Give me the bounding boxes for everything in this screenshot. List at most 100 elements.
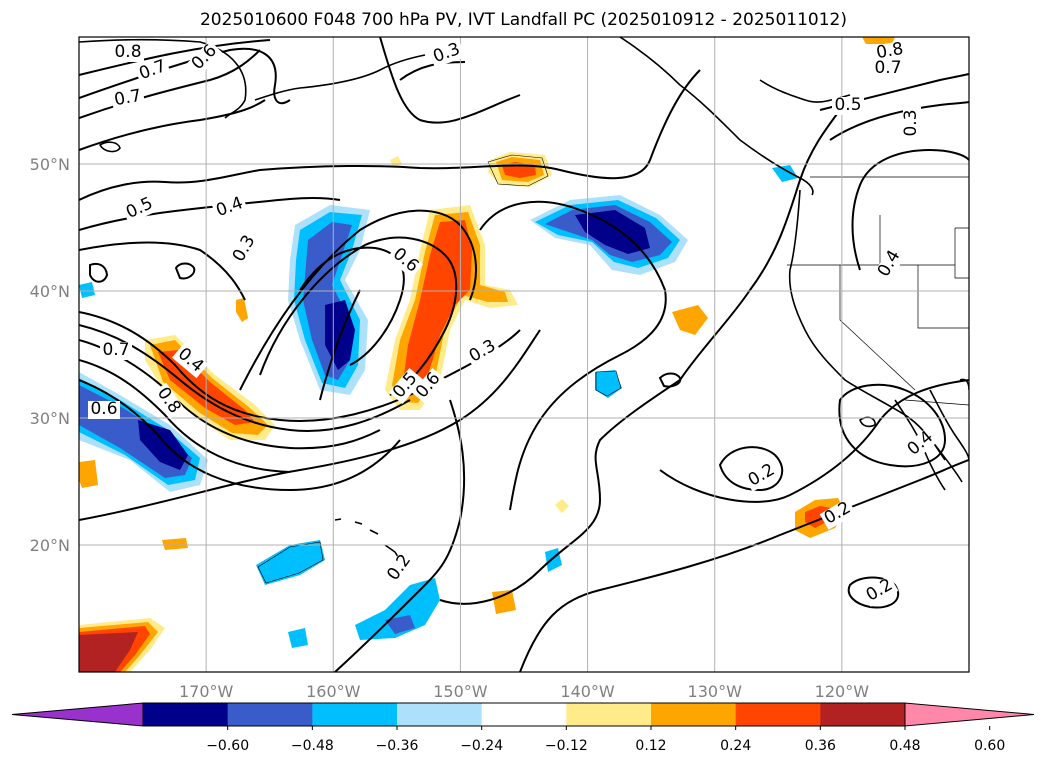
- positive-anomaly-region: [162, 538, 188, 550]
- latitude-labels: 20°N 30°N 40°N 50°N: [30, 155, 70, 555]
- contour-label-background: [861, 575, 899, 607]
- alaska-coast: [79, 38, 426, 119]
- state-border: [839, 265, 916, 391]
- colorbar-tick-label: 0.36: [805, 738, 836, 754]
- coastlines: [79, 37, 969, 561]
- contour-line: [79, 241, 246, 301]
- colorbar-swatch: [735, 703, 821, 726]
- positive-anomaly-region: [402, 220, 472, 395]
- anomaly-outlines: [257, 154, 622, 584]
- negative-anomaly-region: [79, 282, 95, 298]
- colorbar-tick-label: 0.12: [635, 738, 666, 754]
- state-border: [954, 227, 969, 279]
- contour-line: [519, 459, 969, 672]
- contour-line: [718, 446, 784, 492]
- positive-anomaly-region: [236, 298, 248, 322]
- positive-anomaly-region: [79, 632, 138, 672]
- map-frame: [78, 36, 970, 673]
- negative-anomaly-region: [772, 165, 798, 182]
- contour-label-background: [743, 460, 781, 492]
- contour-line: [79, 39, 271, 76]
- contour-label-background: [110, 87, 146, 111]
- colorbar-frame: [142, 702, 906, 727]
- contour-label-background: [229, 230, 261, 268]
- contour-label-background: [903, 107, 921, 139]
- longitude-tick-label: 140°W: [560, 682, 615, 701]
- contour-line: [239, 209, 477, 391]
- colorbar-tick-label: 0.24: [720, 738, 751, 754]
- contour-label-background: [171, 343, 209, 379]
- colorbar-extend-high: [904, 702, 1035, 727]
- contour-label-background: [464, 336, 502, 368]
- contour-line: [259, 236, 458, 396]
- chart-title: 2025010600 F048 700 hPa PV, IVT Landfall…: [199, 10, 847, 30]
- contour-label-background: [411, 367, 447, 405]
- contour-label: 0.8: [114, 42, 141, 62]
- contour-label-background: [151, 382, 185, 420]
- colorbar-swatch: [312, 703, 398, 726]
- latitude-tick-label: 30°N: [30, 409, 70, 428]
- contour-line: [829, 101, 969, 141]
- contour-line: [479, 200, 667, 511]
- colorbar-tick-label: −0.60: [206, 738, 249, 754]
- contour-label: 0.5: [834, 95, 861, 115]
- contour-line: [79, 329, 541, 521]
- gridlines: [79, 37, 969, 672]
- contour-line: [838, 383, 947, 468]
- negative-anomaly-region: [385, 615, 415, 634]
- colorbar: [11, 702, 1035, 727]
- contour-label-background: [187, 40, 223, 76]
- contour-line: [658, 372, 682, 388]
- positive-anomaly-region: [492, 590, 516, 614]
- colorbar-tick-label: −0.24: [460, 738, 503, 754]
- contour-line: [439, 379, 681, 605]
- contour-label: 0.7: [102, 340, 129, 360]
- longitude-labels: 170°W 160°W 150°W 140°W 130°W 120°W: [179, 682, 869, 701]
- latitude-tick-label: 40°N: [30, 282, 70, 301]
- contour-label-background: [872, 40, 908, 64]
- colorbar-tick-label: −0.36: [376, 738, 419, 754]
- negative-anomaly-region: [355, 578, 440, 640]
- positive-anomaly-region: [555, 499, 569, 513]
- colorbar-tick-label: −0.48: [291, 738, 334, 754]
- longitude-tick-label: 160°W: [306, 682, 361, 701]
- contour-line: [319, 289, 361, 401]
- positive-anomaly-region: [672, 305, 708, 335]
- longitude-tick-label: 150°W: [433, 682, 488, 701]
- longitude-tick-label: 120°W: [815, 682, 870, 701]
- contour-line: [79, 69, 701, 201]
- anomaly-outline: [595, 370, 622, 397]
- contour-label: 0.3: [901, 109, 921, 136]
- contour-label: 0.7: [113, 86, 143, 110]
- contour-label-background: [872, 60, 904, 78]
- colorbar-swatch: [820, 703, 906, 726]
- contour-label-background: [902, 426, 940, 462]
- contour-line: [79, 379, 401, 492]
- colorbar-swatch: [227, 703, 313, 726]
- contour-label: 0.7: [874, 58, 901, 78]
- contour-label-background: [112, 44, 144, 62]
- latitude-tick-label: 50°N: [30, 155, 70, 174]
- colorbar-tick-label: 0.60: [974, 738, 1005, 754]
- negative-anomaly-region: [138, 420, 188, 470]
- contour-label-background: [832, 97, 864, 115]
- colorbar-swatch: [481, 703, 567, 726]
- colorbar-tick-label: −0.12: [545, 738, 588, 754]
- contour-line: [79, 99, 266, 151]
- longitude-tick-label: 170°W: [179, 682, 234, 701]
- contour-line: [174, 262, 196, 280]
- contour-label-background: [819, 498, 857, 530]
- colorbar-swatch: [651, 703, 737, 726]
- contour-label-background: [211, 194, 249, 222]
- state-border: [917, 265, 969, 329]
- us-west-coast: [788, 189, 963, 483]
- longitude-tick-label: 130°W: [688, 682, 743, 701]
- contour-line: [851, 148, 969, 271]
- contour-label-background: [874, 245, 906, 283]
- colorbar-swatch: [566, 703, 652, 726]
- negative-anomaly-region: [288, 628, 308, 648]
- contour-label: 0.8: [875, 39, 905, 63]
- contour-line: [79, 359, 291, 473]
- us-mexico-border: [904, 399, 969, 406]
